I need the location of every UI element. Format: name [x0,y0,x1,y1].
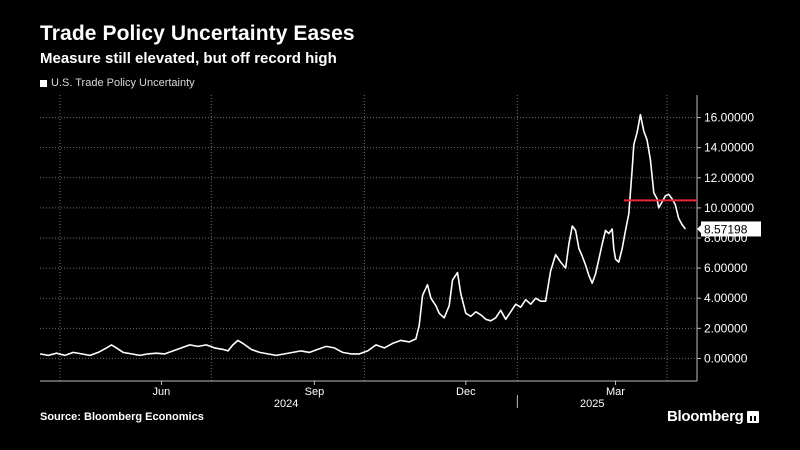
chart-subtitle: Measure still elevated, but off record h… [40,50,337,67]
y-tick-label: 12.00000 [704,171,754,185]
y-tick-label: 14.00000 [704,141,754,155]
y-tick-label: 4.00000 [704,291,748,305]
legend: U.S. Trade Policy Uncertainty [40,77,195,89]
last-value-pointer [697,224,701,233]
x-tick-label: Jun [153,386,171,398]
last-value-box [701,221,761,237]
year-label: 2025 [580,398,604,410]
legend-swatch [40,79,47,87]
source-note: Source: Bloomberg Economics [40,411,204,423]
series-line [39,113,687,357]
legend-label: U.S. Trade Policy Uncertainty [51,77,195,89]
x-tick-label: Sep [305,386,325,398]
y-tick-label: 16.00000 [704,111,754,125]
y-tick-label: 10.00000 [704,201,754,215]
bloomberg-logo: Bloomberg [667,408,760,425]
y-tick-label: 0.00000 [704,351,748,365]
y-tick-label: 6.00000 [704,261,748,275]
x-tick-label: Dec [456,386,476,398]
last-value-label: 8.57198 [704,222,748,236]
bloomberg-badge-icon [747,410,760,423]
chart-title: Trade Policy Uncertainty Eases [40,22,355,45]
x-tick-label: Mar [606,386,625,398]
brand-name: Bloomberg [667,408,744,425]
year-label: 2024 [274,398,298,410]
y-tick-label: 2.00000 [704,321,748,335]
